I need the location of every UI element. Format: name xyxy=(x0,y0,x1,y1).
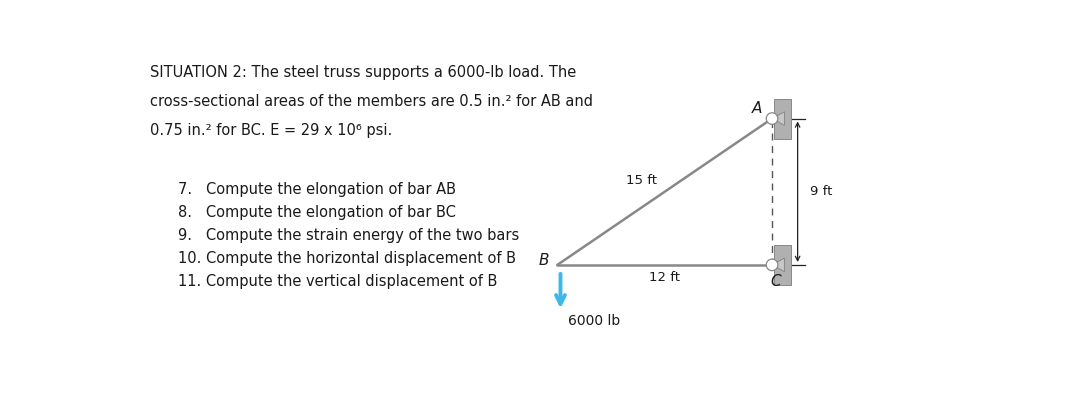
Text: C: C xyxy=(771,274,781,289)
Text: cross-sectional areas of the members are 0.5 in.² for AB and: cross-sectional areas of the members are… xyxy=(150,94,594,109)
Text: 9.   Compute the strain energy of the two bars: 9. Compute the strain energy of the two … xyxy=(177,228,518,243)
FancyBboxPatch shape xyxy=(774,98,792,138)
Text: 0.75 in.² for BC. E = 29 x 10⁶ psi.: 0.75 in.² for BC. E = 29 x 10⁶ psi. xyxy=(150,123,393,138)
FancyBboxPatch shape xyxy=(774,245,792,285)
Text: 15 ft: 15 ft xyxy=(626,173,657,187)
Circle shape xyxy=(766,259,778,271)
Text: 10. Compute the horizontal displacement of B: 10. Compute the horizontal displacement … xyxy=(177,251,515,266)
Text: SITUATION 2: The steel truss supports a 6000-lb load. The: SITUATION 2: The steel truss supports a … xyxy=(150,65,577,80)
Text: 7.   Compute the elongation of bar AB: 7. Compute the elongation of bar AB xyxy=(177,182,456,197)
Text: 8.   Compute the elongation of bar BC: 8. Compute the elongation of bar BC xyxy=(177,205,456,220)
Text: A: A xyxy=(752,101,761,116)
Circle shape xyxy=(766,113,778,124)
Polygon shape xyxy=(772,112,784,126)
Text: 12 ft: 12 ft xyxy=(649,271,680,284)
Text: 11. Compute the vertical displacement of B: 11. Compute the vertical displacement of… xyxy=(177,274,497,289)
Polygon shape xyxy=(772,258,784,271)
Text: B: B xyxy=(539,253,550,268)
Text: 9 ft: 9 ft xyxy=(810,185,833,198)
Text: 6000 lb: 6000 lb xyxy=(568,314,621,328)
